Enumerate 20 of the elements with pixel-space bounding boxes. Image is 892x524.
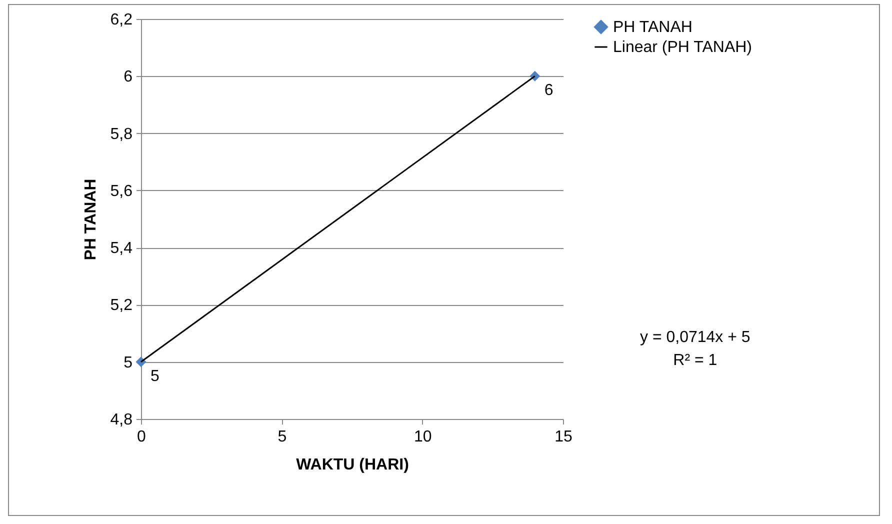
y-tick-label: 5 — [124, 354, 133, 372]
y-tick-label: 5,2 — [110, 297, 133, 314]
y-tick-label: 5,8 — [110, 126, 133, 143]
data-label: 6 — [544, 82, 554, 100]
y-tick-label: 5,4 — [110, 240, 133, 258]
x-tick-label: 5 — [278, 428, 287, 446]
text: y = 0,0714x + 5 — [640, 328, 750, 348]
x-axis-title: WAKTU (HARI) — [296, 456, 409, 474]
x-tick-label: 10 — [414, 428, 432, 446]
y-tick-label: 6,2 — [110, 12, 133, 28]
text: R² = 1 — [672, 351, 718, 371]
data-label: 5 — [150, 368, 160, 385]
legend-label: Linear (PH TANAH) — [613, 39, 752, 56]
y-tick-label: 6 — [124, 68, 133, 86]
legend-label: PH TANAH — [613, 19, 692, 36]
x-tick-label: 15 — [554, 428, 572, 446]
y-tick-label: 5,6 — [110, 182, 133, 200]
x-tick-label: 0 — [137, 428, 146, 446]
y-tick-label: 4,8 — [110, 412, 133, 428]
y-axis-title: PH TANAH — [82, 178, 100, 260]
